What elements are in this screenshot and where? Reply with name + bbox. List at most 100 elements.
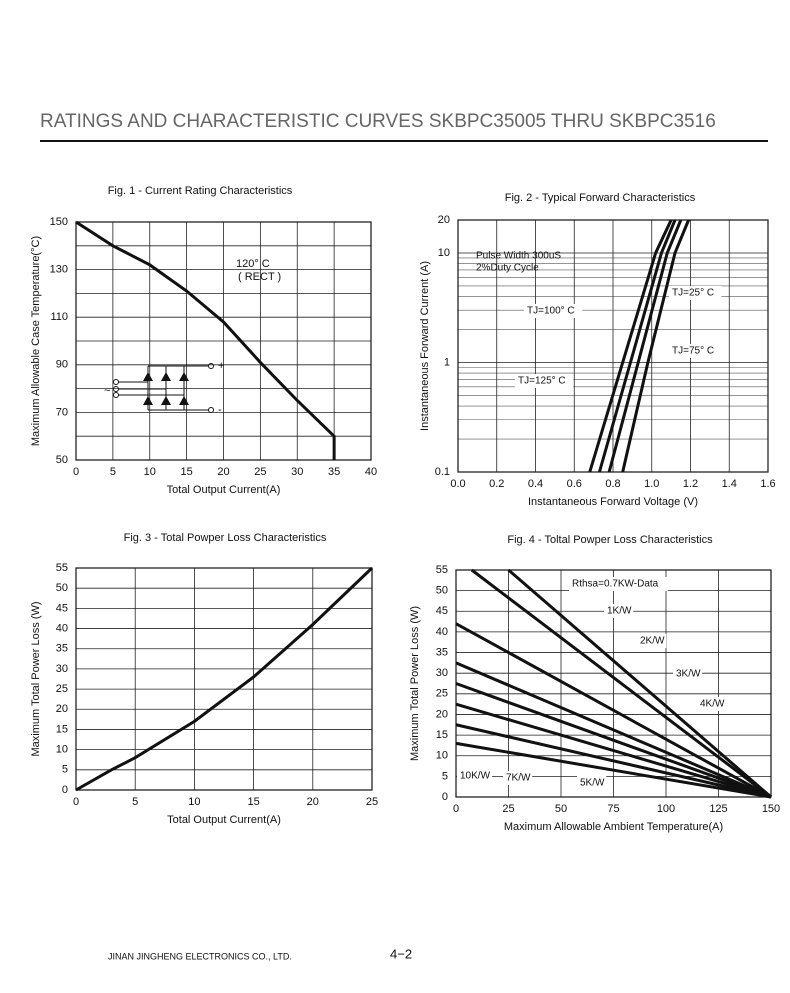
- y-tick-label: 50: [56, 454, 68, 466]
- footer-page: 4−2: [390, 946, 412, 961]
- figure: Fig. 4 - Toltal Powper Loss Characterist…: [409, 534, 780, 833]
- curve: [588, 219, 673, 473]
- curve: [470, 568, 772, 799]
- x-tick-label: 0: [453, 803, 459, 815]
- x-tick-label: 0.6: [567, 478, 582, 490]
- terminal: [113, 379, 119, 385]
- x-tick-label: 150: [762, 803, 780, 815]
- page-header: RATINGS AND CHARACTERISTIC CURVES SKBPC3…: [40, 111, 716, 132]
- curve: [455, 741, 772, 799]
- series-label: 4K/W: [700, 699, 725, 710]
- x-tick-label: 40: [365, 466, 377, 478]
- annotation: +: [218, 360, 224, 372]
- diode: [143, 372, 189, 405]
- footer-company: JINAN JINGHENG ELECTRONICS CO., LTD.: [108, 951, 292, 961]
- y-tick-label: 45: [56, 602, 68, 614]
- x-tick-label: 25: [502, 803, 514, 815]
- y-tick-label: 20: [436, 708, 448, 720]
- x-axis-label: Instantaneous Forward Voltage (V): [528, 496, 698, 508]
- curve: [455, 723, 772, 799]
- x-tick-label: 125: [709, 803, 727, 815]
- y-tick-label: 0.1: [435, 466, 450, 478]
- y-tick-label: 25: [56, 683, 68, 695]
- curve: [75, 566, 374, 792]
- y-tick-label: 20: [438, 214, 450, 226]
- x-tick-label: 0.0: [450, 478, 465, 490]
- y-tick-label: 150: [50, 216, 68, 228]
- x-tick-label: 0.8: [605, 478, 620, 490]
- x-tick-label: 75: [607, 803, 619, 815]
- y-tick-label: 0: [442, 791, 448, 803]
- y-tick-label: 5: [62, 764, 68, 776]
- x-tick-label: 1.2: [683, 478, 698, 490]
- x-tick-label: 0: [73, 466, 79, 478]
- series-label: 10K/W: [460, 771, 491, 782]
- series-label: TJ=125° C: [518, 376, 566, 387]
- label-backdrop: [673, 667, 703, 681]
- figure: Fig. 2 - Typical Forward Characteristics…: [419, 192, 776, 508]
- annotation: ~: [104, 385, 110, 397]
- x-tick-label: 15: [247, 796, 259, 808]
- x-tick-label: 1.4: [722, 478, 737, 490]
- x-tick-label: 50: [555, 803, 567, 815]
- curve: [455, 661, 772, 799]
- terminal: [208, 407, 214, 413]
- x-axis-label: Total Output Current(A): [167, 814, 281, 826]
- series-label: TJ=75° C: [672, 346, 714, 357]
- x-tick-label: 15: [181, 466, 193, 478]
- figure: Fig. 3 - Total Powper Loss Characteristi…: [30, 532, 378, 826]
- label-backdrop: [515, 374, 574, 388]
- x-tick-label: 0: [73, 796, 79, 808]
- y-tick-label: 55: [56, 562, 68, 574]
- figure: Fig. 1 - Current Rating Characteristics 0…: [30, 185, 377, 496]
- x-axis-label: Total Output Current(A): [167, 484, 281, 496]
- curve: [455, 682, 772, 799]
- y-axis-label: Instantaneous Forward Current (A): [419, 261, 431, 431]
- y-tick-label: 30: [56, 663, 68, 675]
- y-tick-label: 35: [436, 646, 448, 658]
- y-tick-label: 15: [56, 723, 68, 735]
- y-tick-label: 50: [56, 582, 68, 594]
- curve: [597, 219, 677, 473]
- y-tick-label: 15: [436, 729, 448, 741]
- x-tick-label: 5: [132, 796, 138, 808]
- label-backdrop: [524, 304, 583, 318]
- x-tick-label: 20: [307, 796, 319, 808]
- figure-title: Fig. 4 - Toltal Powper Loss Characterist…: [507, 534, 713, 546]
- label-backdrop: [604, 604, 634, 618]
- curve: [455, 702, 772, 799]
- series-label: Rthsa=0.7KW-Data: [572, 579, 659, 590]
- series-label: TJ=100° C: [527, 306, 575, 317]
- y-axis-label: Maximum Total Power Loss (W): [30, 601, 42, 756]
- curve: [507, 568, 772, 799]
- series-label: 5K/W: [580, 778, 605, 789]
- x-tick-label: 25: [254, 466, 266, 478]
- y-tick-label: 30: [436, 667, 448, 679]
- y-tick-label: 55: [436, 564, 448, 576]
- annotation: 120° C: [236, 258, 270, 270]
- annotation: -: [218, 404, 222, 416]
- curve: [455, 622, 772, 799]
- x-tick-label: 0.4: [528, 478, 543, 490]
- annotation: Pulse Width 300uS: [476, 251, 561, 262]
- x-tick-label: 10: [144, 466, 156, 478]
- y-tick-label: 5: [442, 770, 448, 782]
- label-backdrop: [503, 771, 533, 785]
- x-tick-label: 0.2: [489, 478, 504, 490]
- y-tick-label: 0: [62, 784, 68, 796]
- label-backdrop: [457, 769, 492, 783]
- y-tick-label: 130: [50, 264, 68, 276]
- y-tick-label: 1: [444, 356, 450, 368]
- plot-frame: [457, 219, 769, 473]
- y-tick-label: 35: [56, 643, 68, 655]
- label-backdrop: [637, 634, 667, 648]
- y-axis-label: Maximum Total Power Loss (W): [409, 606, 421, 761]
- series-label: 7K/W: [506, 773, 531, 784]
- y-tick-label: 40: [436, 626, 448, 638]
- label-backdrop: [669, 344, 722, 358]
- x-tick-label: 30: [291, 466, 303, 478]
- y-tick-label: 45: [436, 605, 448, 617]
- x-tick-label: 1.6: [760, 478, 775, 490]
- y-tick-label: 10: [56, 744, 68, 756]
